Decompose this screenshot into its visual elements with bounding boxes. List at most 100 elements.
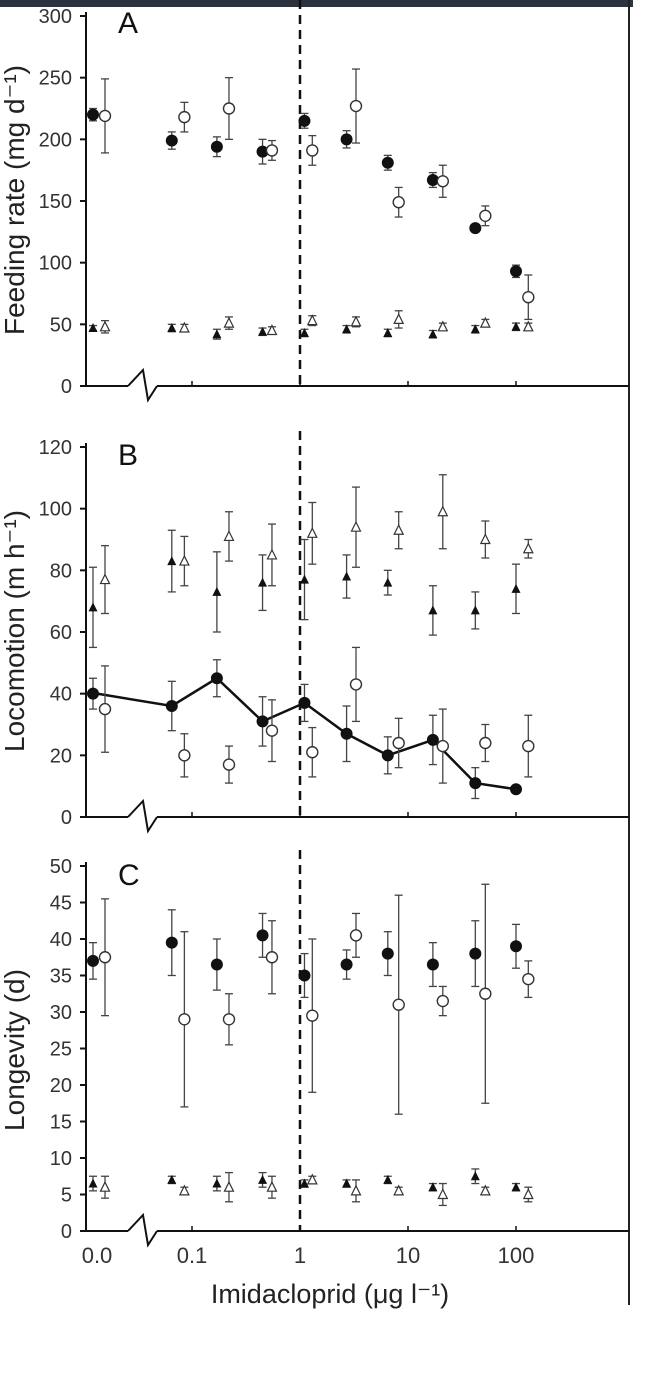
panel-c-ytick-label-1: 5 <box>61 1185 72 1207</box>
panel-a-filled-triangle-point-3 <box>258 326 268 336</box>
panel-a-open-circle-point-5 <box>349 99 363 113</box>
panel-a-open-triangle-point-7 <box>437 320 449 332</box>
panel-c-filled-circle-point-2 <box>210 958 223 971</box>
panel-b-open-circle-point-3 <box>265 724 279 737</box>
panel-b-open-circle-point-2 <box>222 758 236 771</box>
panel-a-ytick-label-1: 50 <box>50 314 72 336</box>
panel-b-filled-triangle-point-8 <box>470 605 480 615</box>
panel-c-filled-triangle-point-2 <box>212 1178 222 1188</box>
panel-a-filled-circle-point-6 <box>381 156 394 169</box>
panel-a-filled-triangle-point-0 <box>88 323 98 333</box>
top-frame-bar <box>0 0 633 7</box>
x-axis-label: Imidacloprid (μg l⁻¹) <box>211 1279 449 1309</box>
panel-a-open-circle-point-4 <box>306 144 319 157</box>
x-tick-label-0: 0.0 <box>82 1243 113 1268</box>
panel-c-filled-triangle-point-0 <box>88 1178 98 1188</box>
panel-b-ytick-label-2: 40 <box>50 684 72 706</box>
panel-b-filled-triangle-point-5 <box>342 571 352 581</box>
panel-c-ytick-label-8: 40 <box>50 929 72 951</box>
panel-c-filled-circle-point-7 <box>426 958 439 971</box>
panel-c-open-circle-point-9 <box>522 972 535 986</box>
panel-c-ytick-label-10: 50 <box>50 856 72 878</box>
panel-c-open-triangle-point-8 <box>479 1184 491 1196</box>
panel-c-open-circle-point-6 <box>392 998 405 1011</box>
panel-c-ytick-label-6: 30 <box>50 1002 72 1024</box>
panel-a-open-triangle-point-1 <box>178 321 190 333</box>
panel-c-ytick-label-7: 35 <box>50 966 72 988</box>
panel-letter-a: A <box>118 7 138 40</box>
panel-c-filled-triangle-point-7 <box>428 1182 438 1192</box>
panel-b-filled-triangle-point-4 <box>299 574 309 584</box>
panel-a-filled-circle-point-8 <box>469 222 482 235</box>
panel-c-ytick-label-0: 0 <box>61 1221 72 1243</box>
panel-a-ytick-label-5: 250 <box>39 68 72 90</box>
panel-a-ytick-label-3: 150 <box>39 191 72 213</box>
panel-a-ylabel: Feeding rate (mg d⁻¹) <box>0 65 30 335</box>
panel-c-filled-triangle-point-4 <box>299 1178 309 1188</box>
panel-b-filled-circle-point-4 <box>298 696 311 709</box>
panel-b-open-triangle-point-6 <box>393 523 405 535</box>
panel-c-open-circle-point-0 <box>98 951 112 964</box>
panel-a-ytick-label-6: 300 <box>39 6 72 28</box>
panel-a-filled-triangle-point-7 <box>428 329 438 339</box>
panel-b-open-circle-point-5 <box>349 678 363 691</box>
panel-b-open-triangle-point-8 <box>479 533 491 545</box>
panel-c-open-triangle-point-7 <box>437 1188 449 1200</box>
panel-c-filled-circle-point-4 <box>298 969 311 982</box>
panel-c-filled-circle-point-5 <box>340 958 353 971</box>
panel-b-open-circle-point-1 <box>178 749 191 762</box>
panel-a-filled-circle-point-5 <box>340 133 353 146</box>
panel-a-open-circle-point-3 <box>265 144 279 157</box>
x-tick-label-3: 10 <box>396 1243 420 1268</box>
panel-b-filled-triangle-point-1 <box>167 556 177 566</box>
panel-a-open-triangle-point-2 <box>223 316 235 328</box>
panel-b-filled-triangle-point-6 <box>383 577 393 587</box>
panel-c-open-circle-point-8 <box>479 987 492 1000</box>
panel-b-filled-circle-point-9 <box>510 783 522 796</box>
panel-a-ytick-label-4: 200 <box>39 129 72 151</box>
panel-b-ylabel: Locomotion (m h⁻¹) <box>0 510 30 752</box>
panel-c-open-triangle-point-1 <box>178 1184 190 1196</box>
panel-c-ytick-label-4: 20 <box>50 1075 72 1097</box>
panel-b-open-circle-point-9 <box>522 739 535 753</box>
x-tick-label-4: 100 <box>498 1243 535 1268</box>
panel-c-ylabel: Longevity (d) <box>0 969 30 1131</box>
panel-letter-c: C <box>118 859 140 892</box>
panel-b-open-circle-point-8 <box>479 736 492 750</box>
panel-c-filled-triangle-point-6 <box>383 1174 393 1184</box>
panel-c-open-triangle-point-5 <box>350 1184 362 1196</box>
panel-a-axis-break <box>127 367 158 403</box>
panel-b-filled-circle-point-0 <box>87 687 99 700</box>
panel-a-open-circle-point-7 <box>436 175 449 188</box>
panel-b-filled-circle-point-3 <box>256 715 269 728</box>
panel-b-open-triangle-point-7 <box>437 505 449 517</box>
panel-a-open-circle-point-0 <box>98 109 112 123</box>
panel-b-ytick-label-1: 20 <box>50 745 72 767</box>
panel-a-filled-circle-point-0 <box>87 108 99 121</box>
panel-c-ytick-label-9: 45 <box>50 893 72 915</box>
panel-b-filled-triangle-point-7 <box>428 605 438 615</box>
panel-b-open-triangle-point-9 <box>522 542 534 554</box>
panel-a-filled-triangle-point-2 <box>212 329 222 339</box>
panel-b-open-circle-point-7 <box>436 739 449 753</box>
panel-c-open-triangle-point-2 <box>223 1180 235 1192</box>
panel-b-open-triangle-point-3 <box>266 548 278 560</box>
panel-a-open-triangle-point-8 <box>479 316 491 328</box>
panel-b-open-circle-point-4 <box>306 746 319 759</box>
panel-a-filled-triangle-point-1 <box>167 323 177 333</box>
panel-c-filled-circle-point-6 <box>381 947 394 960</box>
panel-c-open-circle-point-1 <box>178 1013 191 1026</box>
panel-b-filled-triangle-point-2 <box>212 586 222 596</box>
panel-c-ytick-label-5: 25 <box>50 1039 72 1061</box>
panel-a-ytick-label-2: 100 <box>39 253 72 275</box>
x-tick-label-1: 0.1 <box>177 1243 208 1268</box>
panel-c-filled-circle-point-3 <box>256 929 269 942</box>
panel-b-ytick-label-5: 100 <box>39 499 72 521</box>
x-tick-label-2: 1 <box>294 1243 306 1268</box>
panel-a-open-triangle-point-5 <box>350 315 362 327</box>
panel-a-open-circle-point-9 <box>522 291 535 304</box>
panel-b-open-circle-point-6 <box>392 736 405 750</box>
panel-b-filled-circle-point-5 <box>340 727 353 740</box>
panel-a-filled-circle-point-4 <box>298 114 311 127</box>
